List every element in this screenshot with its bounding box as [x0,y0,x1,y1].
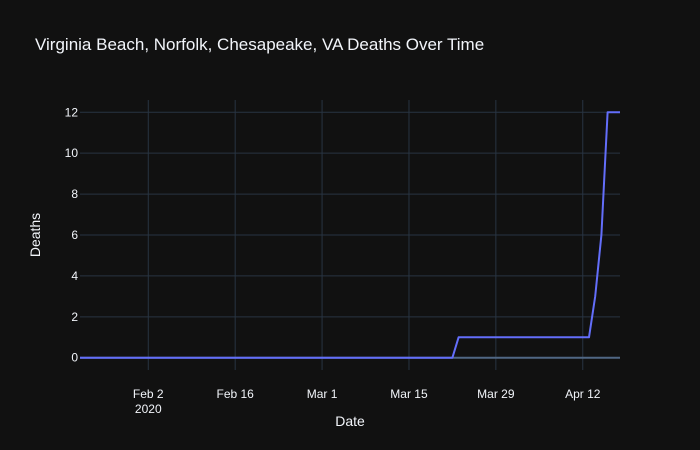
y-axis-title: Deaths [27,213,43,257]
x-tick-label: Apr 12 [565,387,601,401]
chart-title: Virginia Beach, Norfolk, Chesapeake, VA … [35,35,484,54]
x-tick-sublabel: 2020 [135,402,162,416]
y-tick-label: 8 [71,187,78,201]
series-group [80,111,620,359]
x-tick-label: Mar 1 [307,387,338,401]
y-tick-label: 0 [71,351,78,365]
x-tick-label: Mar 29 [477,387,515,401]
y-tick-label: 2 [71,310,78,324]
y-tick-label: 6 [71,228,78,242]
x-axis-title: Date [335,413,365,429]
x-tick-label: Feb 16 [216,387,254,401]
y-tick-label: 12 [65,105,79,119]
y-tick-label: 10 [65,146,79,160]
x-tick-label: Mar 15 [390,387,428,401]
y-axis-ticks: 0 2 4 6 8 10 12 [65,105,79,364]
x-tick-label: Feb 2 [133,387,164,401]
y-gridlines [80,111,620,318]
y-tick-label: 4 [71,269,78,283]
series-line [80,111,620,359]
